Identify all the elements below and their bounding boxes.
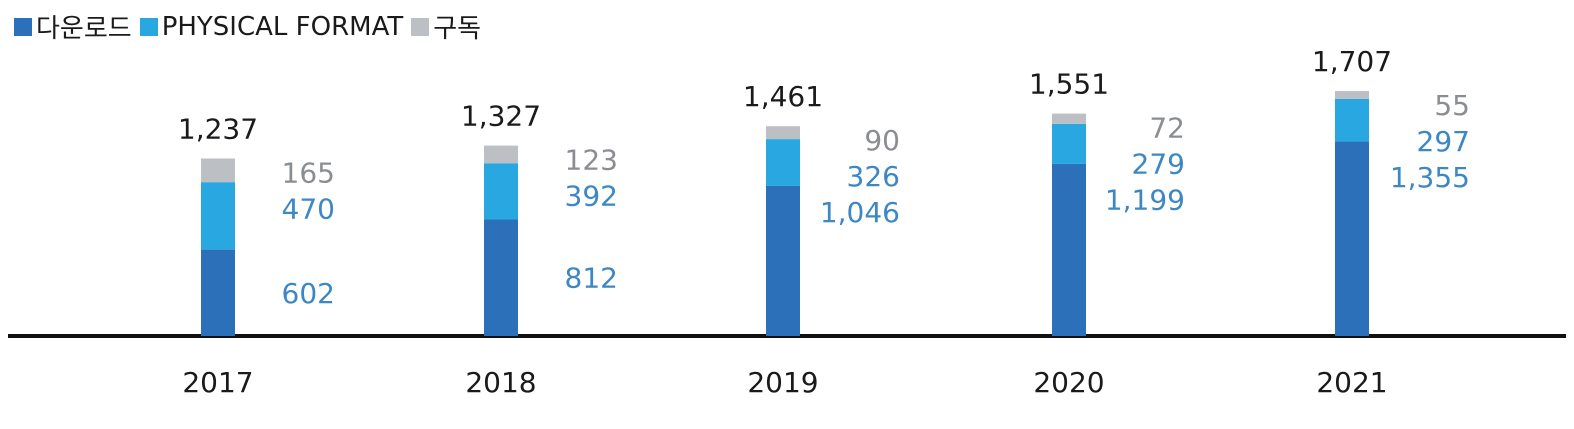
value-label-physical-2020: 279 <box>1132 148 1185 181</box>
legend-item-subscription: 구독 <box>411 8 481 45</box>
value-label-subscription-2017: 165 <box>282 156 335 189</box>
bar-download-2018 <box>484 219 518 336</box>
bar-physical-2017 <box>201 182 235 250</box>
x-tick-label-2018: 2018 <box>465 366 536 399</box>
value-label-physical-2018: 392 <box>565 180 618 213</box>
bar-subscription-2018 <box>484 145 518 164</box>
value-label-subscription-2020: 72 <box>1149 112 1185 145</box>
total-label-2017: 1,237 <box>178 112 258 145</box>
value-label-physical-2017: 470 <box>282 192 335 225</box>
bar-download-2020 <box>1052 163 1086 336</box>
bar-download-2017 <box>201 249 235 336</box>
bar-subscription-2019 <box>766 126 800 140</box>
legend-label-download: 다운로드 <box>36 14 132 44</box>
value-label-download-2020: 1,199 <box>1105 184 1185 217</box>
value-label-subscription-2018: 123 <box>565 144 618 177</box>
value-label-subscription-2019: 90 <box>864 124 900 157</box>
total-label-2018: 1,327 <box>461 100 541 133</box>
legend-swatch-download <box>14 17 32 36</box>
bar-download-2021 <box>1335 141 1369 336</box>
legend-label-physical: PHYSICAL FORMAT <box>161 11 404 42</box>
value-label-download-2018: 812 <box>565 262 618 295</box>
bar-download-2019 <box>766 185 800 336</box>
legend-swatch-subscription <box>411 17 430 36</box>
bar-physical-2021 <box>1335 98 1369 142</box>
legend-item-physical: PHYSICAL FORMAT <box>139 11 404 42</box>
bar-physical-2019 <box>766 139 800 186</box>
value-label-subscription-2021: 55 <box>1434 89 1470 122</box>
legend: 다운로드 PHYSICAL FORMAT 구독 <box>14 8 489 45</box>
value-label-download-2021: 1,355 <box>1390 161 1470 194</box>
total-label-2019: 1,461 <box>743 80 823 113</box>
bar-subscription-2021 <box>1335 91 1369 99</box>
value-label-physical-2021: 297 <box>1417 125 1470 158</box>
x-tick-label-2019: 2019 <box>747 366 818 399</box>
x-tick-label-2017: 2017 <box>182 366 253 399</box>
value-label-download-2019: 1,046 <box>820 196 900 229</box>
legend-swatch-physical <box>139 17 158 36</box>
bar-subscription-2020 <box>1052 113 1086 124</box>
value-label-download-2017: 602 <box>282 277 335 310</box>
legend-item-download: 다운로드 <box>14 8 132 45</box>
bar-subscription-2017 <box>201 158 235 183</box>
total-label-2020: 1,551 <box>1029 68 1109 101</box>
total-label-2021: 1,707 <box>1312 45 1392 78</box>
x-tick-label-2020: 2020 <box>1033 366 1104 399</box>
bar-physical-2020 <box>1052 123 1086 164</box>
legend-label-subscription: 구독 <box>433 14 482 44</box>
x-tick-label-2021: 2021 <box>1316 366 1387 399</box>
bar-physical-2018 <box>484 163 518 220</box>
value-label-physical-2019: 326 <box>847 160 900 193</box>
